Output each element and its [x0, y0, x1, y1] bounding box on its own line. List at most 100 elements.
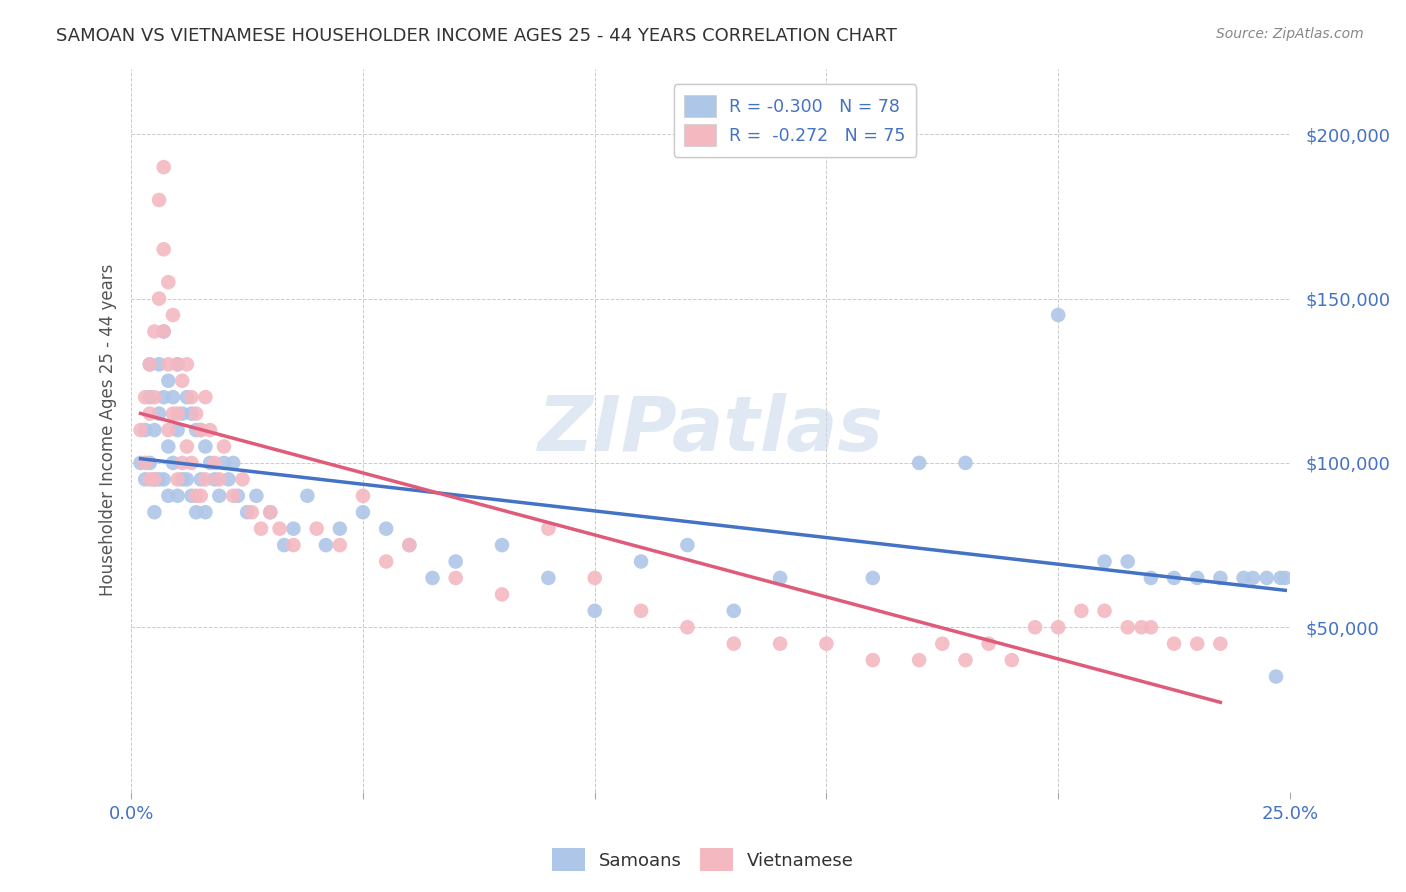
Point	[208, 489, 231, 503]
Point	[444, 571, 467, 585]
Legend: R = -0.300   N = 78, R =  -0.272   N = 75: R = -0.300 N = 78, R = -0.272 N = 75	[673, 85, 917, 157]
Point	[583, 571, 606, 585]
Point	[190, 489, 212, 503]
Point	[152, 390, 174, 404]
Point	[139, 390, 162, 404]
Point	[1163, 571, 1185, 585]
Point	[1116, 555, 1139, 569]
Point	[862, 571, 884, 585]
Point	[1209, 637, 1232, 651]
Point	[172, 456, 194, 470]
Point	[134, 423, 156, 437]
Point	[1265, 669, 1288, 683]
Point	[1094, 555, 1116, 569]
Point	[139, 472, 162, 486]
Point	[1209, 571, 1232, 585]
Point	[977, 637, 1000, 651]
Point	[259, 505, 281, 519]
Point	[723, 637, 745, 651]
Point	[222, 489, 245, 503]
Point	[162, 407, 184, 421]
Point	[676, 620, 699, 634]
Point	[769, 637, 792, 651]
Point	[152, 325, 174, 339]
Point	[204, 456, 226, 470]
Text: SAMOAN VS VIETNAMESE HOUSEHOLDER INCOME AGES 25 - 44 YEARS CORRELATION CHART: SAMOAN VS VIETNAMESE HOUSEHOLDER INCOME …	[56, 27, 897, 45]
Point	[166, 489, 188, 503]
Point	[166, 357, 188, 371]
Point	[1274, 571, 1296, 585]
Point	[583, 604, 606, 618]
Point	[180, 489, 202, 503]
Point	[398, 538, 420, 552]
Point	[1256, 571, 1278, 585]
Point	[172, 407, 194, 421]
Point	[1241, 571, 1264, 585]
Point	[143, 472, 166, 486]
Point	[1232, 571, 1254, 585]
Point	[398, 538, 420, 552]
Point	[139, 456, 162, 470]
Point	[955, 653, 977, 667]
Point	[630, 555, 652, 569]
Point	[815, 637, 838, 651]
Point	[676, 538, 699, 552]
Point	[250, 522, 273, 536]
Text: ZIPatlas: ZIPatlas	[537, 393, 883, 467]
Point	[375, 555, 398, 569]
Point	[148, 407, 170, 421]
Point	[236, 505, 259, 519]
Point	[769, 571, 792, 585]
Point	[375, 522, 398, 536]
Point	[259, 505, 281, 519]
Point	[148, 472, 170, 486]
Point	[198, 456, 221, 470]
Point	[1001, 653, 1024, 667]
Point	[162, 390, 184, 404]
Point	[176, 390, 198, 404]
Point	[1024, 620, 1046, 634]
Point	[723, 604, 745, 618]
Point	[269, 522, 291, 536]
Point	[157, 374, 180, 388]
Point	[190, 423, 212, 437]
Point	[143, 472, 166, 486]
Point	[184, 505, 207, 519]
Point	[129, 456, 152, 470]
Point	[955, 456, 977, 470]
Point	[166, 407, 188, 421]
Point	[152, 160, 174, 174]
Point	[152, 242, 174, 256]
Point	[172, 472, 194, 486]
Point	[180, 390, 202, 404]
Point	[1187, 571, 1209, 585]
Point	[129, 423, 152, 437]
Point	[283, 522, 305, 536]
Point	[184, 407, 207, 421]
Y-axis label: Householder Income Ages 25 - 44 years: Householder Income Ages 25 - 44 years	[100, 264, 117, 596]
Point	[931, 637, 953, 651]
Point	[143, 505, 166, 519]
Point	[231, 472, 253, 486]
Point	[204, 472, 226, 486]
Point	[194, 505, 217, 519]
Point	[329, 522, 352, 536]
Point	[1130, 620, 1153, 634]
Point	[143, 325, 166, 339]
Point	[157, 423, 180, 437]
Point	[143, 423, 166, 437]
Point	[148, 357, 170, 371]
Point	[1187, 637, 1209, 651]
Point	[1270, 571, 1292, 585]
Point	[630, 604, 652, 618]
Point	[297, 489, 319, 503]
Point	[315, 538, 337, 552]
Point	[273, 538, 295, 552]
Point	[139, 357, 162, 371]
Point	[152, 472, 174, 486]
Point	[157, 275, 180, 289]
Point	[222, 456, 245, 470]
Point	[134, 472, 156, 486]
Point	[148, 193, 170, 207]
Point	[194, 472, 217, 486]
